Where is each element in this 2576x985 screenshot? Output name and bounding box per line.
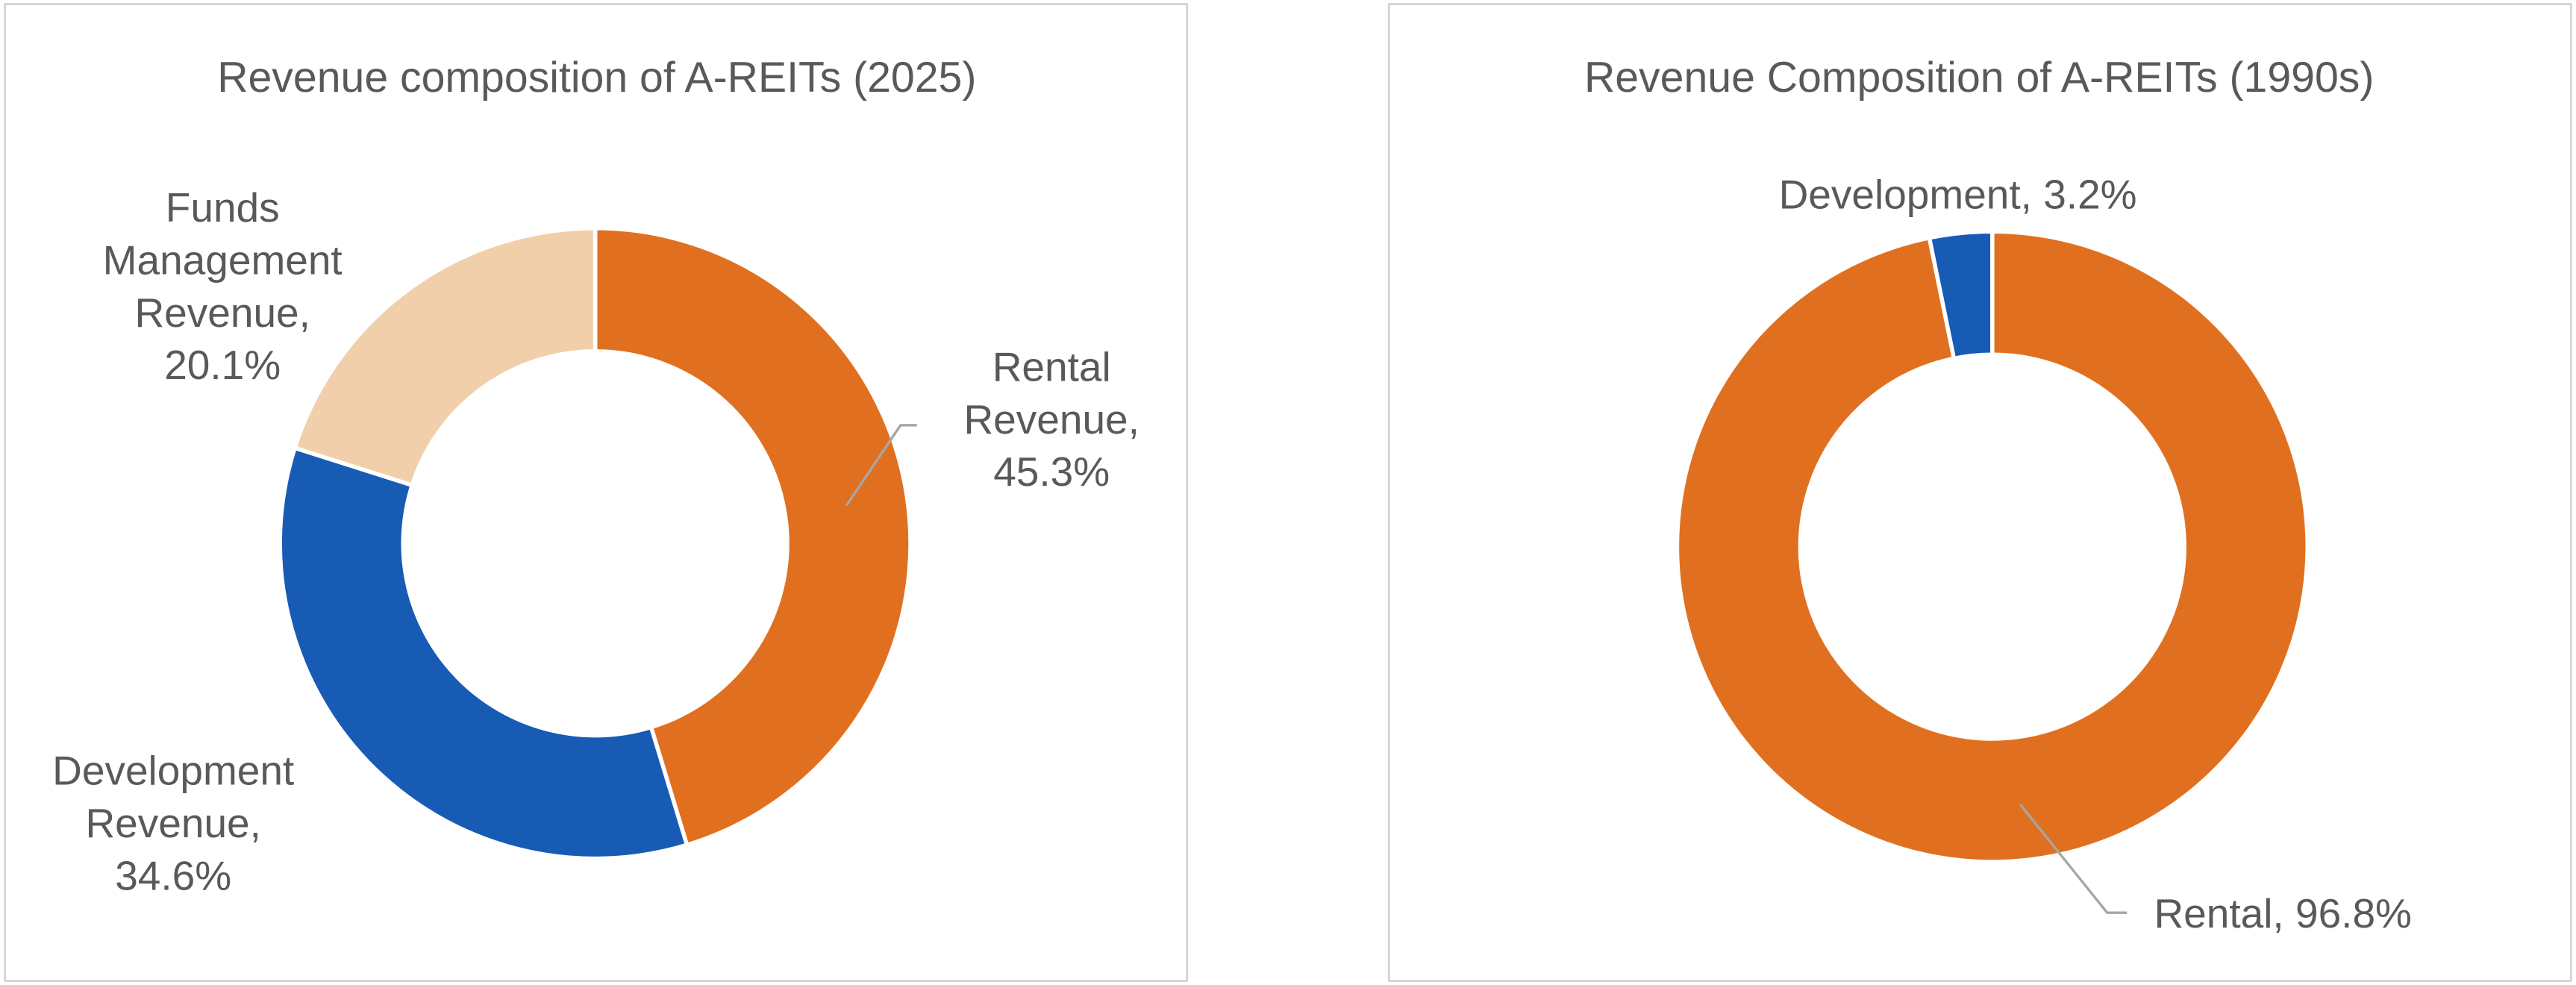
data-label-line: Development: [52, 748, 294, 794]
donut-slice-rental-revenue: [593, 226, 913, 848]
leader-line: [2019, 803, 2128, 914]
donut-slice-rental: [1675, 229, 2310, 864]
data-label: Rental Revenue, 45.3%: [963, 343, 1139, 495]
data-label: Funds Management Revenue, 20.1%: [103, 184, 343, 388]
data-label: Rental, 96.8%: [2154, 890, 2412, 936]
donut-slice-development-revenue: [278, 445, 690, 861]
data-label-line: Funds: [166, 184, 280, 231]
data-label-line: Rental: [992, 343, 1111, 390]
data-label-line: Revenue,: [85, 800, 260, 846]
data-label: Development, 3.2%: [1779, 171, 2137, 217]
data-label-line: Development, 3.2%: [1779, 171, 2137, 217]
leader-line: [845, 424, 917, 507]
data-label-line: Revenue,: [963, 396, 1139, 443]
donut-1990s: Rental, 96.8% Development, 3.2%: [1675, 171, 2412, 936]
data-label-line: 34.6%: [115, 852, 231, 898]
data-label-line: 45.3%: [993, 448, 1110, 495]
data-label: Development Revenue, 34.6%: [52, 748, 294, 899]
chart-title: Revenue Composition of A-REITs (1990s): [1584, 54, 2374, 101]
donut-slice-development: [1927, 229, 1995, 361]
chart-title: Revenue composition of A-REITs (2025): [217, 54, 976, 101]
chart-panel-1990s: Revenue Composition of A-REITs (1990s) R…: [1387, 3, 2572, 982]
data-label-line: Management: [103, 237, 343, 283]
donut-2025: Rental Revenue, 45.3% Development Revenue, 34…: [52, 184, 1139, 898]
data-label-line: Rental, 96.8%: [2154, 890, 2412, 936]
data-label-line: Revenue,: [134, 290, 310, 336]
donut-slice-funds-management-revenue: [292, 226, 598, 488]
chart-panel-2025: Revenue composition of A-REITs (2025) Re…: [4, 3, 1189, 982]
data-label-line: 20.1%: [164, 342, 281, 388]
